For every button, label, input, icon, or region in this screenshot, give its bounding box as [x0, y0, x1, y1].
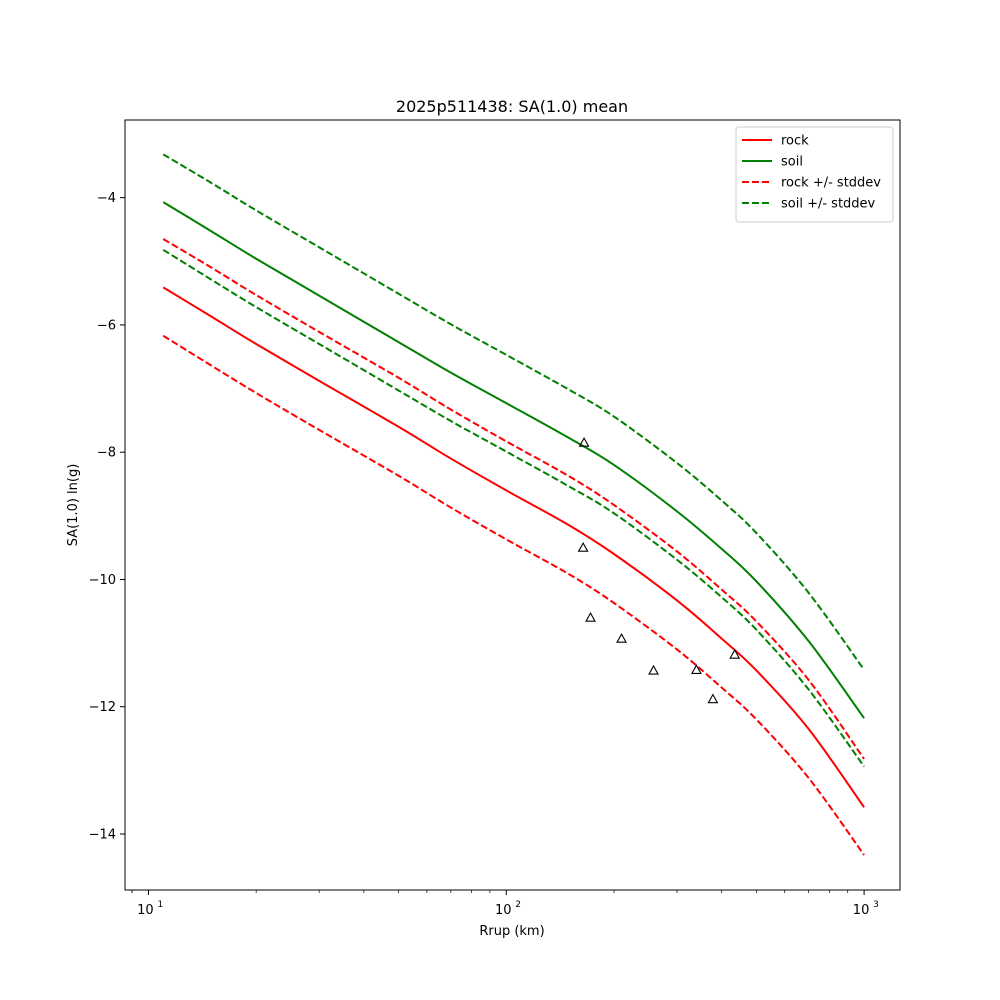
y-axis-label: SA(1.0) ln(g)	[66, 464, 81, 547]
plot-frame	[124, 119, 901, 891]
series-line-1	[162, 201, 865, 719]
series-layer	[162, 153, 865, 856]
y-tick-label: −12	[89, 700, 116, 715]
legend-box	[735, 126, 894, 223]
y-tick-label: −6	[97, 318, 116, 333]
series-line-4	[162, 153, 865, 671]
y-axis: −14 −12 −10 −8 −6 −4	[89, 191, 125, 843]
observation-marker-6	[707, 693, 719, 704]
x-tick-label: 10	[853, 903, 870, 918]
legend: rock soil rock +/- stddev soil +/- stddev	[735, 126, 894, 223]
observation-marker-2	[585, 611, 596, 622]
observation-marker-5	[690, 664, 702, 674]
observation-marker-3	[616, 632, 627, 643]
chart-title: 2025p511438: SA(1.0) mean	[396, 97, 628, 116]
observation-marker-7	[729, 648, 741, 659]
legend-label: rock +/- stddev	[781, 176, 881, 191]
x-axis: 10 1 10 2 10 3	[131, 890, 879, 918]
y-tick-label: −10	[89, 573, 116, 588]
series-line-0	[162, 286, 865, 808]
series-line-5	[162, 248, 865, 768]
legend-label: rock	[781, 134, 809, 149]
y-tick-label: −8	[97, 446, 116, 461]
x-tick-label-exponent: 2	[515, 900, 521, 910]
observation-marker-1	[577, 541, 589, 552]
y-tick-label: −14	[89, 828, 116, 843]
y-tick-label: −4	[97, 191, 116, 206]
observation-marker-4	[648, 664, 659, 675]
legend-label: soil	[781, 155, 803, 170]
x-tick-label: 10	[495, 903, 512, 918]
x-tick-label: 10	[137, 903, 154, 918]
observation-layer	[577, 436, 741, 704]
legend-label: soil +/- stddev	[781, 197, 876, 212]
observation-marker-0	[578, 436, 590, 447]
x-tick-label-exponent: 3	[873, 900, 879, 910]
series-line-2	[162, 238, 865, 760]
series-line-3	[162, 334, 865, 856]
x-axis-label: Rrup (km)	[479, 924, 544, 939]
x-tick-label-exponent: 1	[157, 900, 163, 910]
